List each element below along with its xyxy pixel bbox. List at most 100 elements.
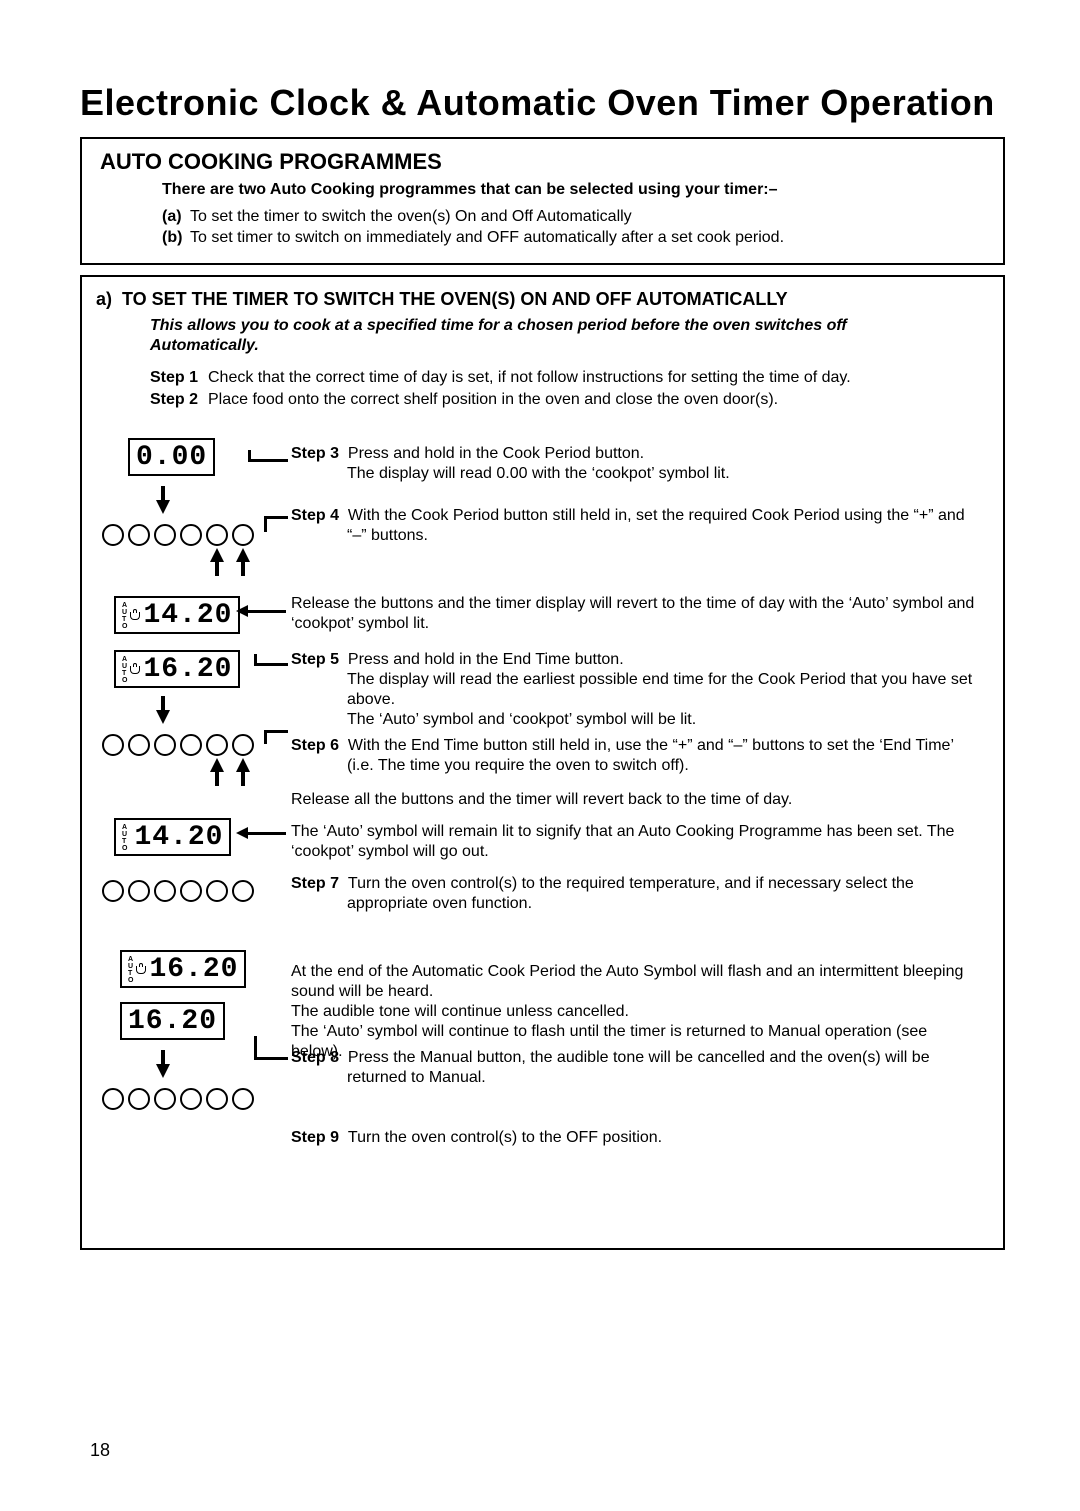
timer-button-icon bbox=[102, 880, 124, 902]
step5-text2: The display will read the earliest possi… bbox=[291, 670, 983, 710]
page-number: 18 bbox=[90, 1440, 110, 1461]
auto-symbol-icon: AUTO bbox=[128, 956, 133, 984]
timer-button-icon bbox=[102, 524, 124, 546]
timer-button-icon bbox=[180, 524, 202, 546]
button-row-3 bbox=[102, 880, 254, 902]
timer-button-icon bbox=[128, 734, 150, 756]
box1-intro: There are two Auto Cooking programmes th… bbox=[162, 181, 985, 199]
auto-symbol-icon: AUTO bbox=[122, 824, 127, 852]
connector-line bbox=[264, 516, 288, 532]
step7-text: Turn the oven control(s) to the required… bbox=[347, 875, 914, 912]
button-row-4 bbox=[102, 1088, 254, 1110]
box2-label: a) bbox=[96, 289, 122, 310]
arrow-up-icon bbox=[210, 548, 224, 562]
lcd-3-digits: 16.20 bbox=[143, 656, 232, 684]
lcd-display-5: AUTO 16.20 bbox=[120, 950, 246, 988]
timer-button-icon bbox=[232, 1088, 254, 1110]
connector-line bbox=[254, 654, 288, 666]
lcd-display-2: AUTO 14.20 bbox=[114, 596, 240, 634]
connector-line bbox=[254, 1036, 288, 1060]
lcd-display-4: AUTO 14.20 bbox=[114, 818, 231, 856]
cookpot-icon bbox=[136, 966, 146, 974]
timer-button-icon bbox=[232, 880, 254, 902]
timer-button-icon bbox=[232, 524, 254, 546]
button-row-1 bbox=[102, 524, 254, 546]
arrow-left-icon bbox=[246, 610, 286, 613]
auto-symbol-icon: AUTO bbox=[122, 602, 127, 630]
timer-button-icon bbox=[206, 734, 228, 756]
lcd-4-digits: 14.20 bbox=[134, 824, 223, 852]
timer-button-icon bbox=[128, 524, 150, 546]
step4-label: Step 4 bbox=[291, 507, 339, 524]
box1-a-label: (a) bbox=[162, 207, 190, 228]
button-row-2 bbox=[102, 734, 254, 756]
box1-heading: AUTO COOKING PROGRAMMES bbox=[100, 149, 985, 175]
lcd-display-3: AUTO 16.20 bbox=[114, 650, 240, 688]
box1-b-label: (b) bbox=[162, 228, 190, 249]
timer-button-icon bbox=[180, 880, 202, 902]
arrow-down-icon bbox=[156, 1064, 170, 1078]
timer-button-icon bbox=[206, 524, 228, 546]
box1-a-text: To set the timer to switch the oven(s) O… bbox=[190, 208, 632, 225]
release1-text: Release the buttons and the timer displa… bbox=[291, 594, 983, 634]
auto-remain-text: The ‘Auto’ symbol will remain lit to sig… bbox=[291, 822, 983, 862]
arrow-left-icon bbox=[246, 832, 286, 835]
end-text: At the end of the Automatic Cook Period … bbox=[291, 962, 983, 1062]
step8-label: Step 8 bbox=[291, 1049, 339, 1066]
timer-button-icon bbox=[102, 734, 124, 756]
timer-button-icon bbox=[180, 734, 202, 756]
timer-button-icon bbox=[102, 1088, 124, 1110]
connector-line bbox=[248, 450, 288, 462]
box1-b-text: To set timer to switch on immediately an… bbox=[190, 229, 784, 246]
step5-text1: Press and hold in the End Time button. bbox=[348, 651, 624, 668]
arrow-down-icon bbox=[156, 500, 170, 514]
timer-button-icon bbox=[154, 734, 176, 756]
cookpot-icon bbox=[130, 666, 140, 674]
lcd-6-digits: 16.20 bbox=[128, 1008, 217, 1036]
step9-text: Turn the oven control(s) to the OFF posi… bbox=[348, 1129, 662, 1146]
arrow-down-icon bbox=[156, 710, 170, 724]
timer-button-icon bbox=[154, 524, 176, 546]
arrow-up-icon bbox=[236, 758, 250, 772]
step1-label: Step 1 bbox=[150, 368, 208, 388]
lcd-1-digits: 0.00 bbox=[136, 444, 207, 472]
step3-label: Step 3 bbox=[291, 445, 339, 462]
timer-button-icon bbox=[154, 1088, 176, 1110]
box2-heading: a)TO SET THE TIMER TO SWITCH THE OVEN(S)… bbox=[96, 289, 989, 310]
auto-cooking-box: AUTO COOKING PROGRAMMES There are two Au… bbox=[80, 137, 1005, 265]
timer-button-icon bbox=[128, 880, 150, 902]
step6-text: With the End Time button still held in, … bbox=[347, 737, 953, 774]
step1-text: Check that the correct time of day is se… bbox=[208, 369, 851, 386]
lcd-5-digits: 16.20 bbox=[149, 956, 238, 984]
timer-button-icon bbox=[128, 1088, 150, 1110]
auto-symbol-icon: AUTO bbox=[122, 656, 127, 684]
timer-button-icon bbox=[180, 1088, 202, 1110]
box2-heading-text: TO SET THE TIMER TO SWITCH THE OVEN(S) O… bbox=[122, 289, 788, 309]
content-area: 0.00 bbox=[96, 438, 989, 1218]
timer-button-icon bbox=[206, 880, 228, 902]
step8-text: Press the Manual button, the audible ton… bbox=[347, 1049, 930, 1086]
step3-text2: The display will read 0.00 with the ‘coo… bbox=[291, 464, 983, 484]
lcd-display-6: 16.20 bbox=[120, 1002, 225, 1040]
step5-text3: The ‘Auto’ symbol and ‘cookpot’ symbol w… bbox=[291, 710, 983, 730]
release2-text: Release all the buttons and the timer wi… bbox=[291, 790, 983, 810]
timer-button-icon bbox=[232, 734, 254, 756]
connector-line bbox=[264, 730, 288, 744]
box2-intro: This allows you to cook at a specified t… bbox=[150, 316, 910, 356]
arrow-up-icon bbox=[210, 758, 224, 772]
step3-text1: Press and hold in the Cook Period button… bbox=[348, 445, 644, 462]
step4-text: With the Cook Period button still held i… bbox=[347, 507, 965, 544]
box1-list: (a)To set the timer to switch the oven(s… bbox=[162, 207, 985, 249]
step6-label: Step 6 bbox=[291, 737, 339, 754]
arrow-up-icon bbox=[236, 548, 250, 562]
cookpot-icon bbox=[130, 612, 140, 620]
step2-text: Place food onto the correct shelf positi… bbox=[208, 391, 778, 408]
lcd-display-1: 0.00 bbox=[128, 438, 215, 476]
timer-button-icon bbox=[206, 1088, 228, 1110]
step7-label: Step 7 bbox=[291, 875, 339, 892]
lcd-2-digits: 14.20 bbox=[143, 602, 232, 630]
step5-label: Step 5 bbox=[291, 651, 339, 668]
procedure-box: a)TO SET THE TIMER TO SWITCH THE OVEN(S)… bbox=[80, 275, 1005, 1250]
timer-button-icon bbox=[154, 880, 176, 902]
page-title: Electronic Clock & Automatic Oven Timer … bbox=[80, 80, 1005, 125]
